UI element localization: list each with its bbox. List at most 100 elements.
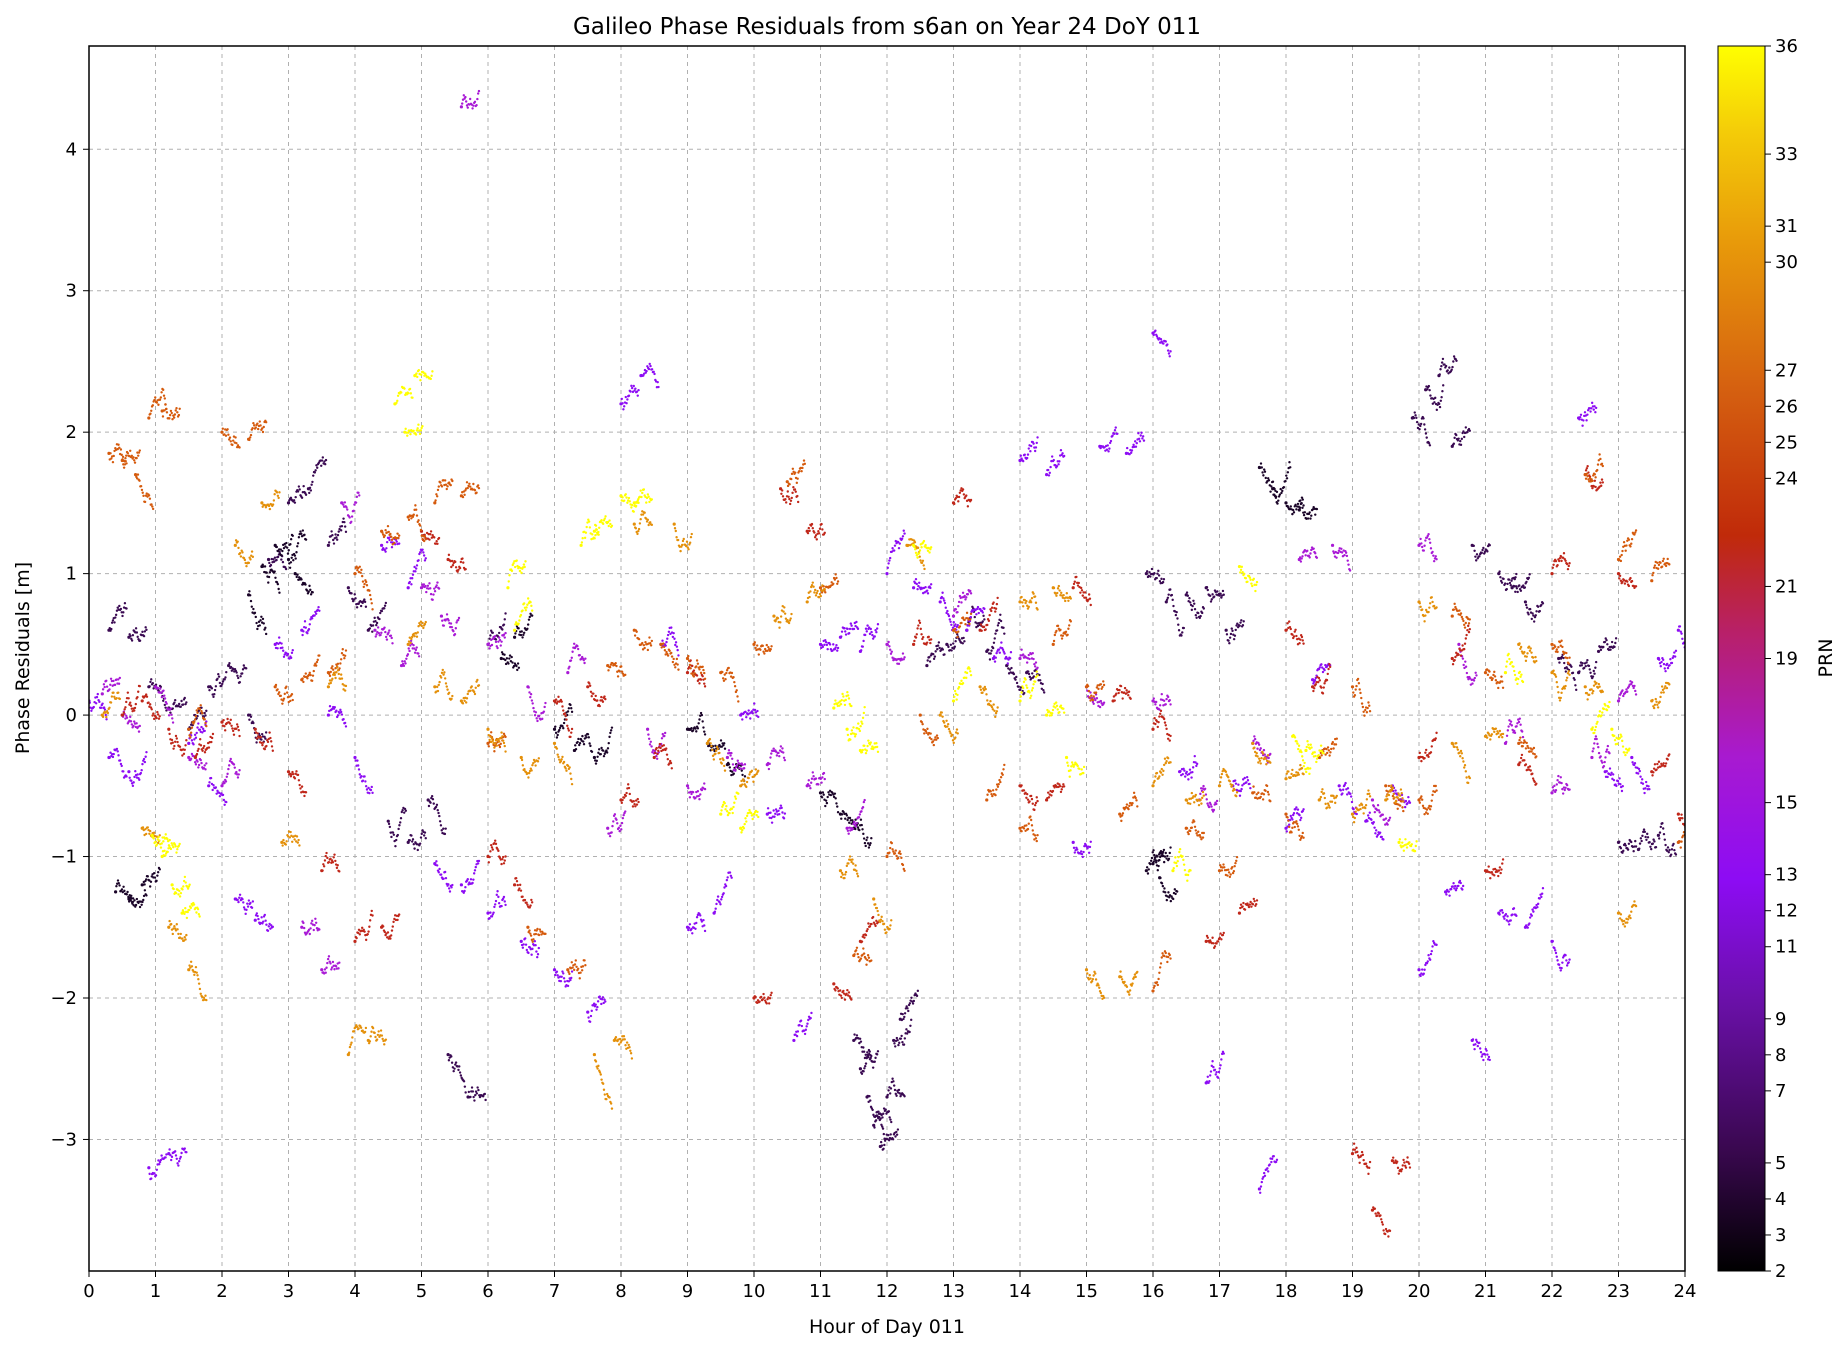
data-point [950, 649, 953, 652]
data-point [1427, 532, 1430, 536]
data-point [476, 1086, 479, 1089]
data-point [1187, 772, 1191, 776]
data-point [1394, 789, 1397, 792]
data-point [357, 491, 360, 494]
data-point [486, 911, 490, 915]
data-point [338, 870, 341, 873]
data-point [281, 549, 284, 553]
data-point [353, 593, 356, 596]
data-point [901, 1012, 904, 1016]
data-point [991, 646, 995, 650]
data-point [231, 729, 235, 733]
data-point [133, 709, 136, 712]
data-point [380, 631, 383, 634]
data-point [726, 876, 729, 879]
data-point [364, 785, 368, 788]
data-point [1554, 788, 1558, 792]
data-point [359, 604, 363, 608]
data-point [634, 805, 637, 808]
data-point [703, 682, 706, 685]
data-point [384, 601, 388, 605]
data-point [719, 903, 722, 906]
data-point [295, 575, 298, 579]
data-point [670, 767, 674, 770]
data-point [324, 458, 328, 462]
data-point [827, 791, 830, 794]
data-point [521, 895, 524, 898]
data-point [1129, 451, 1133, 454]
data-point [670, 626, 673, 629]
data-point [244, 912, 247, 916]
data-point [1161, 580, 1165, 584]
data-point [1525, 606, 1529, 609]
data-point [1459, 881, 1462, 885]
data-point [1423, 968, 1426, 971]
data-point [417, 652, 420, 655]
data-point [919, 627, 922, 631]
data-point [138, 639, 142, 642]
data-point [310, 922, 313, 925]
data-point [129, 701, 132, 704]
data-point [818, 791, 823, 795]
data-point [1630, 755, 1634, 760]
data-point [1088, 597, 1092, 600]
data-point [145, 894, 148, 897]
data-point [129, 720, 133, 723]
data-point [873, 1060, 876, 1063]
data-point [1315, 556, 1319, 559]
data-point [1474, 1043, 1477, 1046]
data-point [133, 899, 136, 902]
data-point [339, 710, 343, 714]
data-point [211, 732, 215, 736]
data-point [983, 607, 986, 611]
data-point [1222, 931, 1225, 935]
data-point [230, 724, 233, 727]
data-point [1161, 852, 1164, 856]
data-point [1059, 449, 1063, 452]
data-point [145, 628, 148, 631]
data-point [121, 890, 124, 894]
data-point [123, 708, 126, 711]
data-point [410, 834, 413, 837]
data-point [123, 602, 127, 605]
data-point [562, 972, 565, 975]
data-point [899, 1037, 903, 1040]
data-point [561, 970, 564, 973]
data-point [1498, 570, 1501, 573]
data-point [1059, 790, 1063, 794]
data-point [197, 722, 200, 725]
data-point [852, 627, 856, 631]
data-point [1022, 789, 1026, 792]
data-point [424, 837, 427, 840]
data-point [1578, 416, 1582, 419]
data-point [824, 641, 828, 644]
data-point [1234, 628, 1237, 632]
data-point [1235, 624, 1238, 627]
data-point [1510, 579, 1513, 582]
data-point [839, 994, 843, 997]
data-point [100, 692, 104, 696]
data-point [1462, 430, 1465, 433]
data-point [1423, 428, 1427, 431]
data-point [1225, 633, 1229, 636]
data-point [847, 991, 851, 994]
data-point [1668, 664, 1671, 667]
data-point [866, 1051, 869, 1054]
data-point [498, 638, 502, 642]
data-point [230, 669, 234, 672]
data-point [1376, 803, 1380, 807]
data-point [1632, 686, 1635, 690]
data-point [1346, 787, 1350, 790]
data-point [457, 618, 460, 622]
data-point [902, 529, 905, 532]
data-point [649, 364, 652, 368]
data-point [962, 636, 965, 640]
data-point [1309, 552, 1312, 555]
data-point [1083, 591, 1087, 594]
data-point [1191, 604, 1194, 608]
data-point [969, 615, 972, 619]
data-point [1515, 914, 1518, 918]
data-point [1509, 919, 1512, 922]
data-point [1590, 401, 1594, 405]
data-point [444, 876, 448, 880]
